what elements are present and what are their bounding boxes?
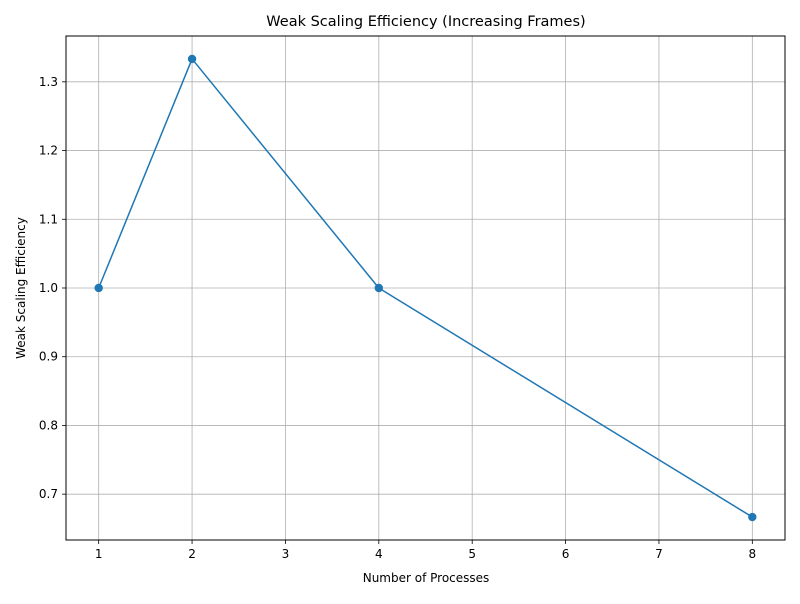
data-point-marker: [187, 54, 197, 64]
y-tick-label: 1.0: [39, 281, 58, 295]
x-tick-label: 5: [468, 547, 476, 561]
data-point-marker: [94, 283, 103, 293]
y-tick-label: 1.1: [39, 212, 58, 226]
y-tick-label: 0.8: [39, 418, 58, 432]
data-point-marker: [748, 512, 757, 522]
y-axis-label: Weak Scaling Efficiency: [14, 217, 28, 359]
y-tick-label: 0.7: [39, 487, 58, 501]
x-tick-label: 2: [188, 547, 196, 561]
axis-ticks: 1 2 3 4 5 6 7 8 0.7 0.8 0.9 1.0 1.1 1.2 1.3: [39, 75, 756, 561]
y-tick-label: 0.9: [39, 350, 58, 364]
series-line: [97, 58, 753, 518]
y-tick-label: 1.3: [39, 75, 58, 89]
x-tick-label: 1: [95, 547, 103, 561]
y-tick-label: 1.2: [39, 144, 58, 158]
x-tick-label: 3: [282, 547, 290, 561]
x-tick-label: 7: [655, 547, 663, 561]
chart-title: Weak Scaling Efficiency (Increasing Fram…: [266, 14, 585, 30]
grid-lines: [66, 36, 785, 540]
series-plot: [94, 54, 757, 522]
x-tick-label: 4: [375, 547, 383, 561]
data-point-marker: [374, 283, 384, 293]
x-tick-label: 8: [748, 547, 756, 561]
x-axis-label: Number of Processes: [363, 571, 490, 585]
x-tick-label: 6: [562, 547, 570, 561]
